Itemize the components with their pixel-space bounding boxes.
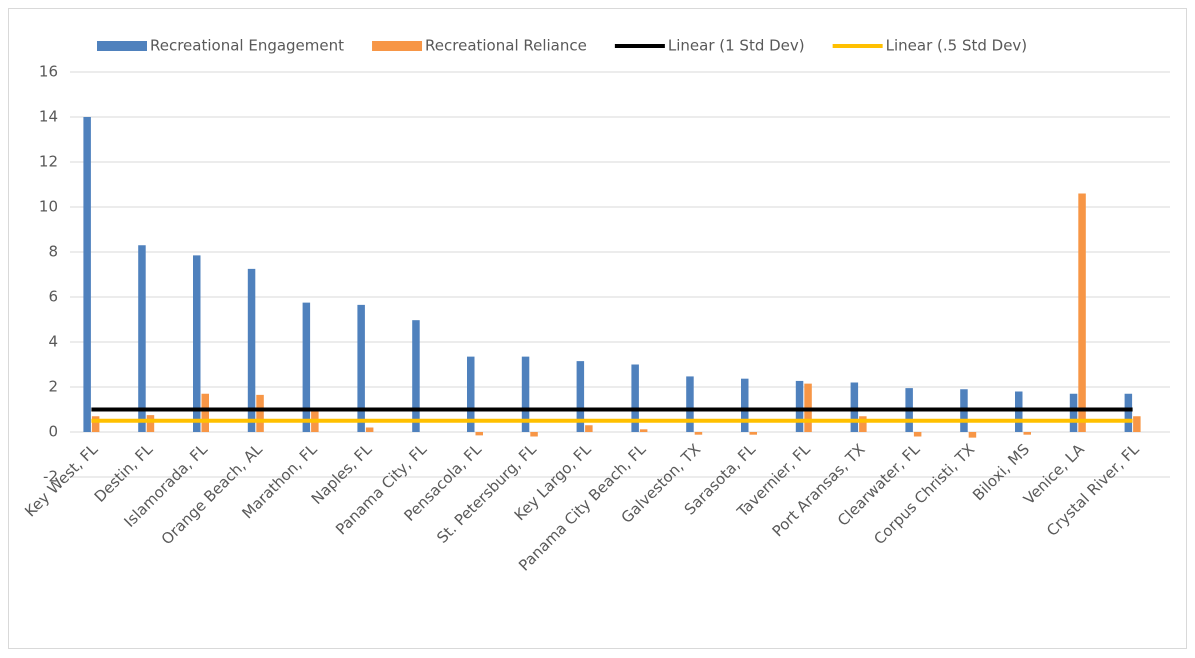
bar	[1078, 193, 1086, 432]
bar	[146, 415, 155, 432]
y-tick-label: 10	[39, 198, 58, 216]
bar	[412, 320, 420, 432]
bar	[1069, 393, 1078, 432]
bar	[741, 378, 749, 432]
y-tick-label: -2	[43, 468, 58, 486]
bar	[686, 376, 694, 432]
bar	[1124, 393, 1133, 432]
y-tick-label: 14	[39, 108, 58, 126]
bar	[475, 432, 483, 436]
bar	[247, 268, 256, 432]
legend-label: Linear (1 Std Dev)	[668, 37, 805, 55]
bar	[749, 432, 757, 435]
bar	[859, 416, 867, 432]
bar	[1133, 416, 1141, 432]
bar	[357, 304, 365, 432]
legend-key	[97, 41, 147, 51]
legend-key	[372, 41, 423, 51]
bar	[193, 255, 201, 432]
bar	[576, 361, 585, 432]
bar	[694, 432, 703, 435]
bar	[795, 380, 804, 432]
bar	[302, 302, 311, 432]
chart-border	[8, 8, 1187, 649]
bar	[968, 432, 977, 438]
bar	[201, 393, 209, 432]
bar	[365, 427, 374, 432]
y-tick-label: 16	[39, 63, 58, 81]
bar	[1023, 432, 1031, 435]
y-tick-label: 6	[48, 288, 58, 306]
bar	[850, 382, 859, 432]
bar	[138, 245, 146, 432]
bar	[631, 364, 639, 432]
bar	[913, 432, 922, 437]
y-tick-label: 8	[48, 243, 58, 261]
legend-label: Recreational Reliance	[425, 37, 587, 55]
y-tick-label: 4	[48, 333, 58, 351]
legend-label: Linear (.5 Std Dev)	[886, 37, 1028, 55]
y-tick-label: 0	[48, 423, 58, 441]
bar	[1015, 391, 1023, 432]
bar	[91, 416, 100, 432]
legend-label: Recreational Engagement	[150, 37, 344, 55]
y-tick-label: 12	[39, 153, 58, 171]
bar	[639, 429, 648, 432]
bar	[530, 432, 538, 437]
bar	[585, 425, 593, 432]
y-tick-label: 2	[48, 378, 58, 396]
bar	[256, 394, 264, 432]
bar	[83, 117, 91, 432]
bar	[521, 356, 530, 432]
bar	[467, 356, 475, 432]
